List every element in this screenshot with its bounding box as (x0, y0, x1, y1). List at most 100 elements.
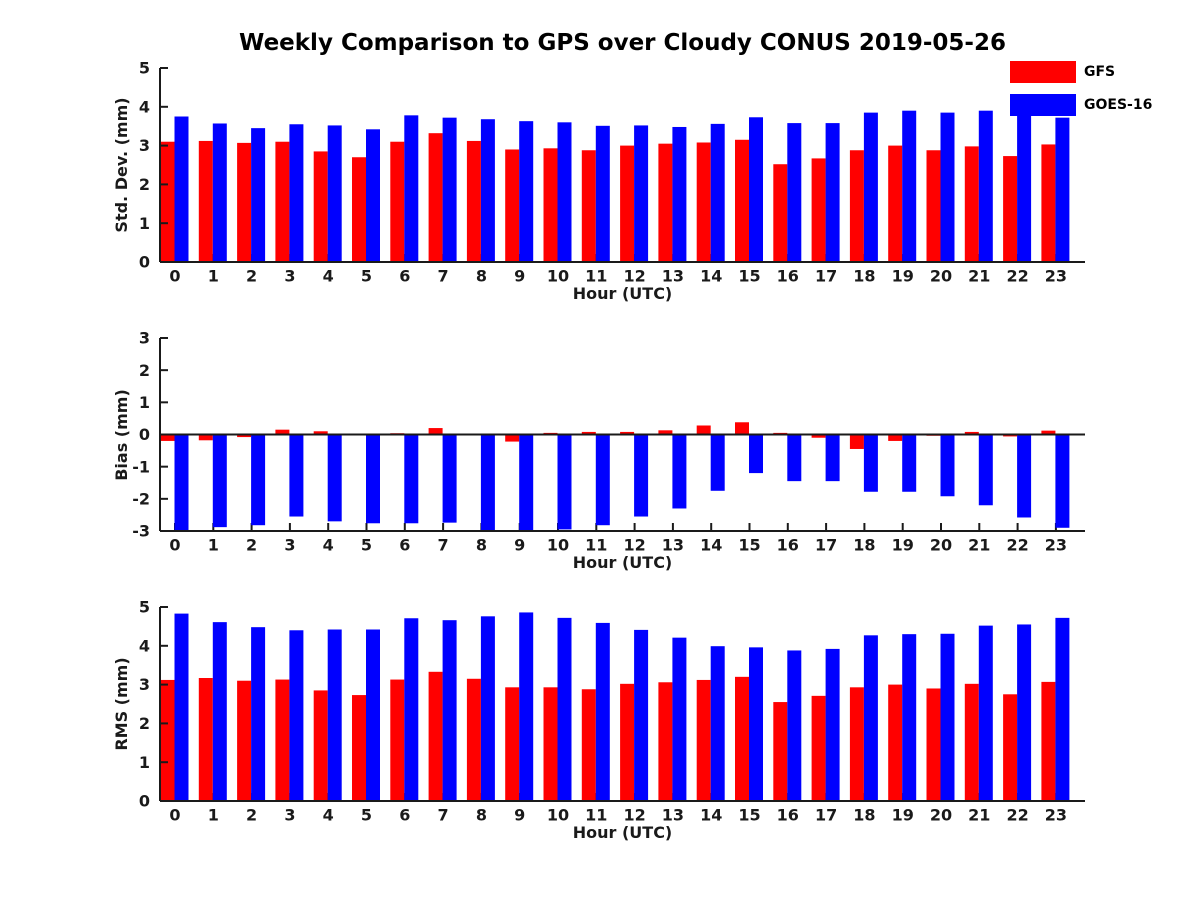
bias-bar-gfs-h17 (811, 434, 826, 438)
stddev-bar-gfs-h17 (811, 158, 826, 262)
bias-xtick-label-9: 9 (514, 536, 525, 555)
stddev-bar-goes16-h6 (404, 115, 419, 262)
stddev-bar-gfs-h22 (1003, 156, 1018, 262)
stddev-bar-gfs-h13 (658, 143, 673, 262)
bias-bar-goes16-h1 (212, 434, 227, 528)
rms-xtick-label-7: 7 (438, 806, 449, 825)
rms-xtick-label-11: 11 (585, 806, 607, 825)
stddev-xtick-label-12: 12 (623, 267, 645, 286)
stddev-bar-goes16-h5 (366, 129, 380, 262)
bias-xtick-label-17: 17 (815, 536, 837, 555)
rms-xtick-label-16: 16 (777, 806, 799, 825)
stddev-xtick-label-6: 6 (399, 267, 410, 286)
stddev-bar-goes16-h11 (595, 125, 610, 262)
bias-xtick-label-21: 21 (968, 536, 990, 555)
rms-bar-gfs-h13 (658, 682, 673, 801)
stddev-bar-goes16-h1 (212, 123, 227, 262)
rms-xtick-label-1: 1 (208, 806, 219, 825)
rms-xtick-label-13: 13 (662, 806, 684, 825)
legend-label-goes16: GOES-16 (1084, 97, 1153, 113)
bias-xtick-label-22: 22 (1006, 536, 1028, 555)
bias-bar-gfs-h1 (198, 434, 213, 441)
bias-xtick-label-20: 20 (930, 536, 952, 555)
rms-bar-goes16-h1 (212, 622, 227, 801)
bias-bar-gfs-h12 (620, 431, 635, 435)
rms-xtick-label-3: 3 (284, 806, 295, 825)
bias-xtick-label-10: 10 (547, 536, 569, 555)
rms-bar-goes16-h16 (787, 650, 802, 801)
rms-bar-gfs-h19 (888, 684, 903, 801)
bias-xtick-label-12: 12 (623, 536, 645, 555)
rms-ytick-label-0: 0 (139, 792, 150, 811)
bias-bar-gfs-h21 (964, 431, 979, 435)
rms-bar-goes16-h5 (366, 629, 380, 801)
stddev-bar-goes16-h12 (634, 125, 649, 262)
stddev-bar-gfs-h19 (888, 145, 903, 262)
rms-bar-goes16-h22 (1017, 624, 1032, 801)
stddev-xtick-label-14: 14 (700, 267, 722, 286)
bias-bar-goes16-h14 (710, 434, 725, 491)
bias-bar-goes16-h18 (863, 434, 878, 492)
rms-bar-goes16-h0 (174, 613, 189, 801)
rms-bar-gfs-h18 (849, 687, 864, 801)
bias-xtick-label-23: 23 (1045, 536, 1067, 555)
bias-bar-goes16-h12 (634, 434, 649, 517)
stddev-bar-goes16-h15 (749, 117, 763, 262)
rms-bar-gfs-h22 (1003, 694, 1018, 801)
bias-bar-goes16-h9 (519, 434, 534, 531)
stddev-bar-gfs-h11 (581, 150, 596, 262)
bias-bar-goes16-h4 (327, 434, 342, 522)
bias-bar-gfs-h14 (696, 425, 711, 435)
rms-xtick-label-5: 5 (361, 806, 372, 825)
stddev-bar-goes16-h20 (940, 112, 955, 263)
rms-bar-gfs-h20 (926, 688, 941, 801)
bias-bar-goes16-h3 (289, 434, 304, 517)
rms-bar-gfs-h7 (428, 671, 443, 801)
stddev-bar-goes16-h4 (327, 125, 342, 262)
stddev-bar-gfs-h21 (964, 146, 979, 262)
bias-bar-goes16-h13 (672, 434, 687, 509)
rms-bar-gfs-h8 (466, 678, 481, 801)
stddev-xtick-label-17: 17 (815, 267, 837, 286)
bias-ylabel: Bias (mm) (112, 389, 131, 481)
bias-bar-gfs-h3 (275, 429, 290, 435)
stddev-bar-goes16-h9 (519, 121, 534, 262)
stddev-xtick-label-16: 16 (777, 267, 799, 286)
stddev-bar-gfs-h1 (198, 140, 213, 262)
stddev-bar-goes16-h16 (787, 123, 802, 262)
legend-swatch-gfs (1010, 61, 1076, 83)
rms-xtick-label-10: 10 (547, 806, 569, 825)
rms-bar-gfs-h2 (237, 680, 252, 801)
rms-xtick-label-18: 18 (853, 806, 875, 825)
stddev-xtick-label-4: 4 (323, 267, 334, 286)
bias-bar-goes16-h23 (1055, 434, 1070, 528)
stddev-bar-goes16-h13 (672, 126, 687, 262)
legend-swatch-goes16 (1010, 94, 1076, 116)
stddev-bar-gfs-h6 (390, 141, 405, 262)
stddev-bar-gfs-h18 (849, 150, 864, 262)
rms-bar-goes16-h17 (825, 648, 840, 801)
rms-bar-gfs-h6 (390, 679, 405, 801)
rms-bar-gfs-h9 (505, 687, 520, 801)
stddev-bar-goes16-h23 (1055, 117, 1070, 262)
rms-bar-goes16-h7 (442, 620, 457, 801)
bias-bar-gfs-h11 (581, 431, 596, 435)
rms-bar-goes16-h11 (595, 622, 610, 801)
stddev-bar-gfs-h0 (160, 141, 175, 262)
stddev-bar-gfs-h5 (352, 157, 366, 262)
bias-ytick-label--1: -1 (132, 457, 150, 476)
rms-bar-gfs-h17 (811, 695, 826, 801)
rms-xtick-label-14: 14 (700, 806, 722, 825)
stddev-bar-gfs-h12 (620, 145, 635, 262)
bias-xtick-label-8: 8 (476, 536, 487, 555)
rms-bar-gfs-h1 (198, 678, 213, 801)
rms-bar-goes16-h14 (710, 646, 725, 801)
stddev-bar-gfs-h7 (428, 133, 443, 262)
bias-bar-goes16-h19 (902, 434, 917, 492)
rms-bar-goes16-h3 (289, 630, 304, 801)
stddev-xtick-label-7: 7 (438, 267, 449, 286)
rms-xtick-label-20: 20 (930, 806, 952, 825)
bias-ytick-label-0: 0 (139, 425, 150, 444)
rms-bar-gfs-h5 (352, 695, 366, 801)
